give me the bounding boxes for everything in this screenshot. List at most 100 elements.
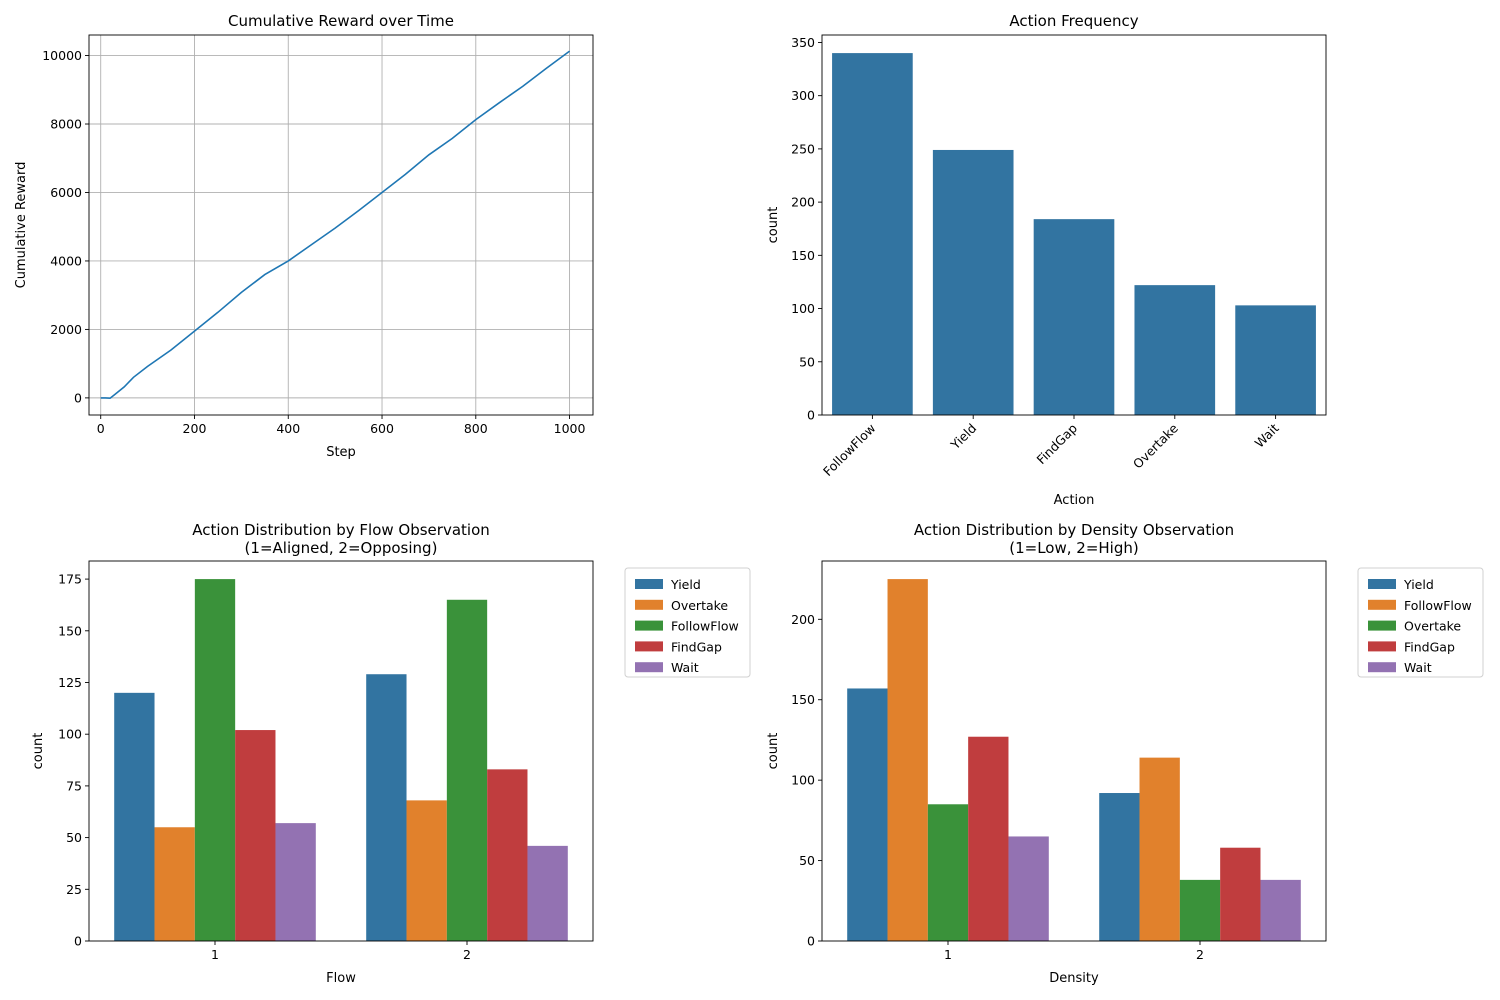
legend-swatch-wait bbox=[1368, 662, 1396, 673]
y-tick-label: 0 bbox=[74, 934, 82, 949]
bar-yield-1 bbox=[847, 688, 888, 941]
legend-swatch-wait bbox=[635, 662, 663, 673]
y-tick-label: 4000 bbox=[50, 253, 82, 268]
y-axis-label: count bbox=[31, 733, 46, 770]
y-tick-label: 50 bbox=[66, 830, 82, 845]
bar-overtake bbox=[1134, 285, 1216, 415]
chart-title: Cumulative Reward over Time bbox=[228, 12, 454, 30]
bar-followflow-2 bbox=[1139, 757, 1180, 941]
bar-findgap-1 bbox=[235, 730, 276, 941]
y-tick-label: 50 bbox=[799, 354, 815, 369]
y-tick-label: 150 bbox=[791, 692, 815, 707]
y-tick-label: 250 bbox=[791, 141, 815, 156]
legend-label-followflow: FollowFlow bbox=[1404, 598, 1472, 613]
legend-label-yield: Yield bbox=[1403, 577, 1434, 592]
bar-wait bbox=[1235, 305, 1316, 415]
bar-followflow bbox=[832, 53, 913, 415]
y-tick-label: 0 bbox=[74, 390, 82, 405]
legend-label-findgap: FindGap bbox=[671, 639, 722, 654]
chart-title: Action Distribution by Flow Observation bbox=[192, 521, 490, 539]
y-tick-label: 2000 bbox=[50, 322, 82, 337]
series-line-cumulative-reward bbox=[100, 50, 571, 400]
legend-swatch-findgap bbox=[1368, 641, 1396, 652]
chart-subtitle: (1=Low, 2=High) bbox=[1009, 539, 1138, 557]
legend-label-overtake: Overtake bbox=[1404, 619, 1461, 634]
y-tick-label: 200 bbox=[791, 195, 815, 210]
y-axis-label: Cumulative Reward bbox=[14, 162, 29, 289]
x-tick-label: 1000 bbox=[554, 421, 586, 436]
y-axis-label: count bbox=[766, 207, 781, 244]
y-axis-label: count bbox=[766, 733, 781, 770]
x-axis-label: Density bbox=[1049, 971, 1099, 986]
y-tick-label: 350 bbox=[791, 35, 815, 50]
x-tick-label: 0 bbox=[97, 421, 105, 436]
x-axis-label: Action bbox=[1054, 493, 1095, 508]
bar-yield-2 bbox=[1099, 793, 1140, 941]
x-tick-label: FindGap bbox=[1034, 420, 1081, 467]
y-tick-label: 6000 bbox=[50, 185, 82, 200]
x-tick-label: FollowFlow bbox=[820, 421, 879, 480]
x-tick-label: Wait bbox=[1252, 420, 1282, 450]
bar-overtake-2 bbox=[1179, 879, 1221, 941]
axes-frame bbox=[821, 34, 1327, 416]
axes-frame bbox=[821, 560, 1327, 942]
legend-swatch-yield bbox=[635, 579, 663, 589]
bar-yield-1 bbox=[114, 692, 155, 941]
bar-wait-2 bbox=[527, 845, 568, 941]
y-tick-label: 25 bbox=[66, 882, 82, 897]
legend-label-findgap: FindGap bbox=[1404, 639, 1455, 654]
legend-swatch-yield bbox=[1368, 579, 1396, 589]
bar-findgap-2 bbox=[487, 769, 528, 941]
y-tick-label: 10000 bbox=[42, 48, 82, 63]
bar-findgap-2 bbox=[1220, 847, 1261, 941]
y-tick-label: 150 bbox=[58, 623, 82, 638]
y-tick-label: 125 bbox=[58, 675, 82, 690]
legend-swatch-overtake bbox=[1368, 620, 1396, 631]
chart-title: Action Distribution by Density Observati… bbox=[914, 521, 1234, 539]
x-tick-label: 2 bbox=[463, 947, 471, 962]
legend-label-wait: Wait bbox=[671, 660, 699, 675]
bar-overtake-2 bbox=[406, 800, 447, 941]
bar-findgap bbox=[1033, 219, 1115, 415]
x-tick-label: 600 bbox=[370, 421, 394, 436]
bar-wait-1 bbox=[275, 823, 316, 941]
axes-frame bbox=[88, 34, 594, 416]
x-tick-label: 1 bbox=[211, 947, 219, 962]
bar-followflow-1 bbox=[887, 579, 928, 941]
y-tick-label: 175 bbox=[58, 572, 82, 587]
legend-label-overtake: Overtake bbox=[671, 598, 728, 613]
bar-yield-2 bbox=[366, 674, 407, 941]
legend-label-yield: Yield bbox=[670, 577, 701, 592]
legend-swatch-overtake bbox=[635, 599, 663, 610]
axes-frame bbox=[88, 560, 594, 942]
y-tick-label: 0 bbox=[807, 408, 815, 423]
bar-followflow-1 bbox=[194, 579, 236, 941]
legend-swatch-followflow bbox=[635, 620, 663, 631]
x-tick-label: 2 bbox=[1196, 947, 1204, 962]
y-tick-label: 8000 bbox=[50, 117, 82, 132]
legend-label-followflow: FollowFlow bbox=[671, 619, 739, 634]
bar-yield bbox=[932, 149, 1014, 415]
y-tick-label: 100 bbox=[58, 727, 82, 742]
x-tick-label: 1 bbox=[944, 947, 952, 962]
chart-title: Action Frequency bbox=[1009, 12, 1138, 30]
x-axis-label: Flow bbox=[326, 971, 356, 986]
bar-overtake-1 bbox=[927, 804, 969, 941]
y-tick-label: 50 bbox=[799, 853, 815, 868]
y-tick-label: 300 bbox=[791, 88, 815, 103]
y-tick-label: 75 bbox=[66, 778, 82, 793]
legend-label-wait: Wait bbox=[1404, 660, 1432, 675]
x-axis-label: Step bbox=[326, 445, 356, 460]
x-tick-label: 800 bbox=[464, 421, 488, 436]
y-tick-label: 100 bbox=[791, 301, 815, 316]
x-tick-label: 200 bbox=[183, 421, 207, 436]
y-tick-label: 0 bbox=[807, 934, 815, 949]
x-tick-label: 400 bbox=[276, 421, 300, 436]
x-tick-label: Overtake bbox=[1130, 420, 1181, 471]
x-tick-label: Yield bbox=[947, 421, 979, 453]
bar-wait-2 bbox=[1260, 879, 1301, 941]
bar-wait-1 bbox=[1008, 836, 1049, 941]
bar-followflow-2 bbox=[446, 599, 488, 941]
y-tick-label: 100 bbox=[791, 773, 815, 788]
